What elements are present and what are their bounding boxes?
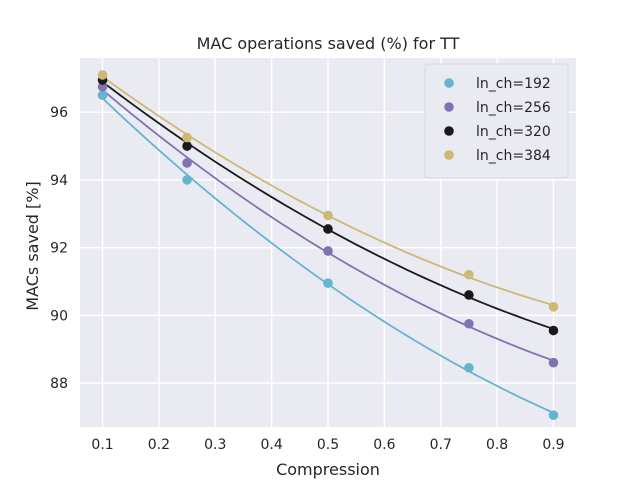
legend-marker — [444, 150, 454, 160]
legend-entry: ln_ch=320 — [476, 124, 551, 140]
data-point — [323, 210, 333, 221]
data-point — [97, 81, 108, 92]
data-point — [464, 362, 474, 373]
legend-marker — [444, 126, 454, 136]
y-axis-label: MACs saved [%] — [23, 181, 42, 310]
y-axis-ticks: 88 90 92 94 96 — [50, 105, 68, 392]
y-tick-label: 88 — [50, 376, 68, 392]
data-point — [323, 224, 333, 234]
chart-title: MAC operations saved (%) for TT — [197, 34, 460, 53]
data-point — [97, 90, 108, 101]
legend-marker — [444, 102, 454, 112]
x-axis-label: Compression — [276, 460, 380, 479]
y-tick-label: 92 — [50, 241, 68, 257]
legend-entry: ln_ch=192 — [476, 76, 551, 92]
data-point — [182, 141, 192, 151]
data-point — [97, 70, 108, 80]
x-tick-label: 0.2 — [148, 437, 170, 453]
data-point — [464, 318, 474, 329]
data-point — [548, 302, 559, 312]
legend: ln_ch=192 ln_ch=256 ln_ch=320 ln_ch=384 — [424, 63, 569, 179]
data-point — [548, 357, 559, 368]
legend-entry: ln_ch=256 — [476, 100, 551, 116]
x-tick-label: 0.6 — [373, 437, 395, 453]
data-point — [323, 278, 333, 288]
legend-box — [424, 63, 569, 179]
y-tick-label: 94 — [50, 173, 68, 189]
x-tick-label: 0.4 — [261, 437, 283, 453]
y-tick-label: 90 — [50, 308, 68, 324]
y-tick-label: 96 — [50, 105, 68, 121]
x-tick-label: 0.3 — [204, 437, 226, 453]
data-point — [464, 290, 474, 300]
data-point — [182, 132, 192, 143]
data-point — [548, 410, 559, 420]
x-tick-label: 0.8 — [486, 437, 508, 453]
x-tick-label: 0.9 — [542, 437, 564, 453]
data-point — [464, 269, 474, 280]
data-points — [97, 70, 559, 420]
data-point — [548, 325, 559, 336]
data-point — [182, 158, 192, 168]
x-tick-label: 0.7 — [430, 437, 452, 453]
data-point — [323, 246, 333, 256]
legend-entry: ln_ch=384 — [476, 148, 551, 164]
data-point — [182, 175, 192, 185]
x-axis-ticks: 0.1 0.2 0.3 0.4 0.5 0.6 0.7 0.8 0.9 — [91, 437, 564, 453]
x-tick-label: 0.5 — [317, 437, 339, 453]
x-tick-label: 0.1 — [91, 437, 113, 453]
legend-marker — [444, 78, 454, 88]
